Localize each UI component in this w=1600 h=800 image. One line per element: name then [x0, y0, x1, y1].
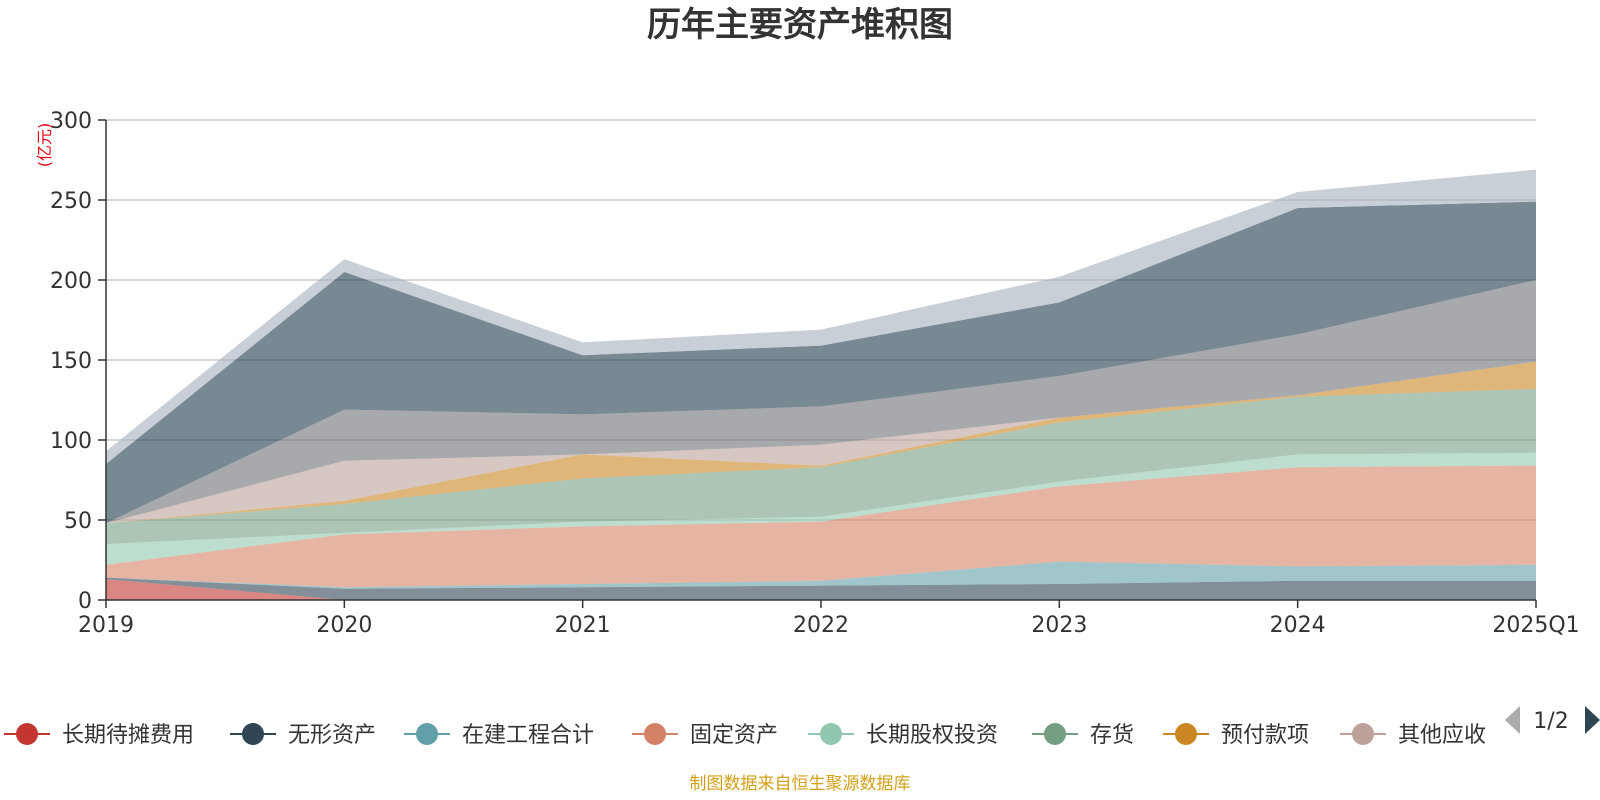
legend-circle-icon	[242, 723, 264, 745]
chart-title: 历年主要资产堆积图	[647, 5, 953, 45]
legend-label: 存货	[1090, 723, 1134, 748]
legend-circle-icon	[1352, 723, 1374, 745]
legend-item[interactable]: 长期股权投资	[808, 723, 998, 748]
x-tick-label: 2021	[555, 613, 611, 638]
x-tick-label: 2022	[793, 613, 849, 638]
legend-label: 固定资产	[690, 723, 778, 748]
legend-circle-icon	[1044, 723, 1066, 745]
y-tick-label: 250	[50, 189, 92, 214]
y-axis-unit-label: (亿元)	[35, 123, 54, 168]
legend-item[interactable]: 长期待摊费用	[4, 723, 194, 748]
y-tick-label: 200	[50, 269, 92, 294]
x-tick-label: 2024	[1270, 613, 1326, 638]
x-tick-label: 2019	[78, 613, 134, 638]
area-存货	[106, 388, 1536, 544]
y-tick-label: 300	[50, 109, 92, 134]
y-tick-label: 100	[50, 429, 92, 454]
area-其他应收款	[106, 361, 1536, 524]
legend-label: 其他应收	[1398, 723, 1486, 748]
area-预付款项	[106, 361, 1536, 524]
legend-pager: 1/2	[1505, 706, 1600, 734]
legend-item[interactable]: 固定资产	[632, 723, 778, 748]
data-source-note: 制图数据来自恒生聚源数据库	[690, 774, 911, 794]
area-无形资产	[106, 577, 1536, 600]
legend[interactable]: 长期待摊费用 无形资产 在建工程合计 固定资产 长期股权投资 存货 预付款项 其他应收	[4, 723, 1486, 748]
legend-label: 在建工程合计	[462, 723, 594, 748]
legend-circle-icon	[1175, 723, 1197, 745]
axes: 0 50 100 150 200 250 300 2019 2020 2021 2022 2023 20…	[50, 109, 1580, 638]
legend-label: 长期待摊费用	[62, 723, 194, 748]
legend-label: 长期股权投资	[866, 723, 998, 748]
legend-item[interactable]: 预付款项	[1163, 723, 1309, 748]
area-其他资产B	[106, 201, 1536, 524]
y-tick-label: 150	[50, 349, 92, 374]
area-长期待摊费用	[106, 579, 1536, 600]
y-tick-label: 0	[78, 589, 92, 614]
x-tick-label: 2020	[316, 613, 372, 638]
legend-item[interactable]: 存货	[1032, 723, 1134, 748]
legend-circle-icon	[820, 723, 842, 745]
legend-circle-icon	[644, 723, 666, 745]
legend-label: 无形资产	[288, 723, 376, 748]
area-在建工程合计	[106, 561, 1536, 589]
area-其他资产C	[106, 169, 1536, 464]
legend-page-indicator: 1/2	[1533, 709, 1568, 734]
x-tick-label: 2025Q1	[1492, 613, 1579, 638]
triangle-right-icon[interactable]	[1585, 706, 1600, 734]
area-长期股权投资	[106, 452, 1536, 565]
legend-item[interactable]: 其他应收	[1340, 723, 1486, 748]
legend-item[interactable]: 在建工程合计	[404, 723, 594, 748]
area-series-group	[106, 169, 1536, 600]
x-tick-label: 2023	[1031, 613, 1087, 638]
legend-label: 预付款项	[1221, 723, 1309, 748]
triangle-left-icon[interactable]	[1505, 706, 1520, 734]
legend-circle-icon	[416, 723, 438, 745]
legend-circle-icon	[16, 723, 38, 745]
y-tick-label: 50	[64, 509, 92, 534]
area-固定资产	[106, 465, 1536, 588]
legend-item[interactable]: 无形资产	[230, 723, 376, 748]
